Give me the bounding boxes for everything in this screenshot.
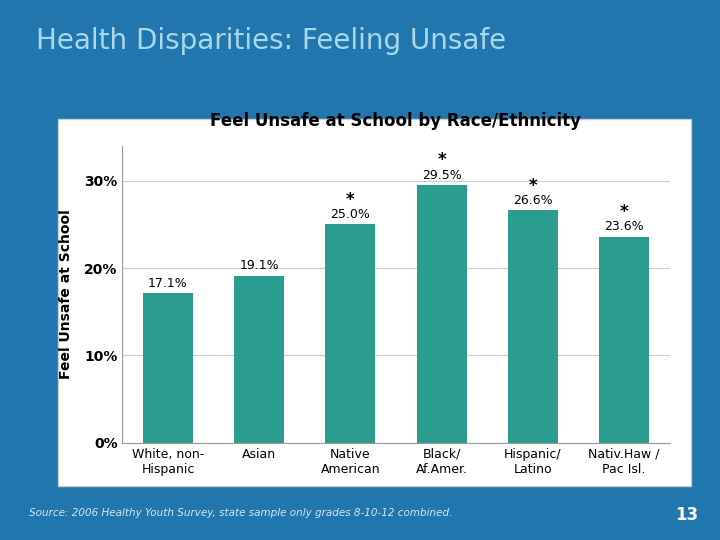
Bar <box>234 276 284 443</box>
Text: *: * <box>437 151 446 170</box>
Bar <box>508 211 558 443</box>
Y-axis label: Feel Unsafe at School: Feel Unsafe at School <box>59 210 73 379</box>
Text: 25.0%: 25.0% <box>330 208 370 221</box>
Text: 13: 13 <box>675 506 698 524</box>
Text: 26.6%: 26.6% <box>513 194 553 207</box>
Bar <box>416 185 467 443</box>
Text: *: * <box>346 191 355 208</box>
Text: *: * <box>620 203 629 221</box>
Text: Health Disparities: Feeling Unsafe: Health Disparities: Feeling Unsafe <box>36 27 506 55</box>
Bar <box>143 293 193 443</box>
Text: *: * <box>528 177 537 195</box>
Text: 29.5%: 29.5% <box>422 168 462 181</box>
Text: 19.1%: 19.1% <box>239 259 279 273</box>
Text: Source: 2006 Healthy Youth Survey, state sample only grades 8-10-12 combined.: Source: 2006 Healthy Youth Survey, state… <box>29 508 452 518</box>
Text: 23.6%: 23.6% <box>604 220 644 233</box>
Text: 17.1%: 17.1% <box>148 277 188 290</box>
Bar <box>325 225 376 443</box>
Bar <box>599 237 649 443</box>
Title: Feel Unsafe at School by Race/Ethnicity: Feel Unsafe at School by Race/Ethnicity <box>210 112 582 130</box>
